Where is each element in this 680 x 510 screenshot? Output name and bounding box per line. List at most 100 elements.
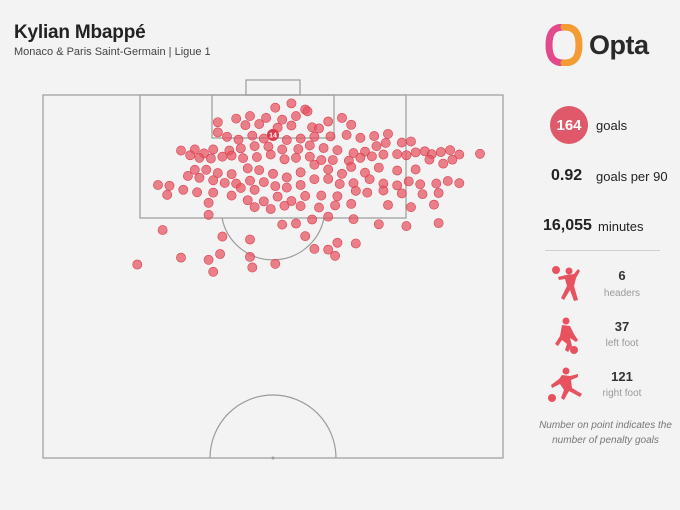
goal-point xyxy=(254,165,265,176)
headers-label: headers xyxy=(603,288,641,299)
goal-point xyxy=(226,190,237,201)
goal-point xyxy=(222,131,232,142)
goal-point xyxy=(212,117,223,128)
goal-point xyxy=(378,185,389,196)
goal-point xyxy=(203,254,214,265)
goal-point xyxy=(454,149,465,160)
goal-point xyxy=(429,199,439,210)
goal-point xyxy=(176,145,186,156)
goal-point xyxy=(185,150,196,161)
goal-point xyxy=(258,196,269,207)
goal-point xyxy=(327,155,338,165)
goal-point xyxy=(203,209,214,220)
goal-point xyxy=(346,198,357,209)
goal-point xyxy=(323,164,334,175)
goal-point xyxy=(350,185,361,196)
goal-point xyxy=(309,244,320,254)
shot-map: 14 xyxy=(42,79,504,460)
goal-point xyxy=(431,178,442,189)
goal-point xyxy=(364,174,375,185)
goal-point xyxy=(249,141,260,152)
goal-point xyxy=(251,152,262,162)
page-title: Kylian Mbappé xyxy=(14,22,146,43)
goal-point xyxy=(348,214,359,225)
goal-point xyxy=(318,143,329,153)
opta-logo-text: Opta xyxy=(589,29,649,60)
goal-point xyxy=(302,106,313,117)
goal-point xyxy=(208,144,219,155)
goal-point xyxy=(417,189,428,199)
goal-point xyxy=(330,200,340,211)
goal-point xyxy=(245,111,255,121)
penalty-goal-count: 14 xyxy=(269,132,277,139)
right-foot-value: 121 xyxy=(611,369,633,384)
goal-point xyxy=(373,219,384,230)
goal-point xyxy=(415,179,426,190)
goal-point xyxy=(233,134,244,145)
goal-point xyxy=(341,130,352,140)
goal-point xyxy=(176,252,186,263)
goal-point xyxy=(392,165,403,176)
goal-point xyxy=(475,148,485,159)
goal-point xyxy=(442,176,453,186)
goal-point xyxy=(325,131,336,142)
goal-point xyxy=(132,259,143,270)
goal-point xyxy=(268,168,278,179)
goal-point xyxy=(371,141,382,152)
goal-point xyxy=(212,168,223,178)
goal-point xyxy=(309,159,320,170)
goal-point xyxy=(300,191,311,201)
goal-point xyxy=(406,136,416,147)
goal-point xyxy=(304,151,315,162)
goal-point xyxy=(277,114,288,125)
goal-point xyxy=(433,218,444,229)
goal-point xyxy=(316,155,327,165)
goal-point xyxy=(383,200,393,210)
goal-point xyxy=(337,112,347,123)
goal-point xyxy=(366,151,377,162)
goal-point xyxy=(194,152,205,163)
goals-per-90-label: goals per 90 xyxy=(596,169,668,184)
opta-logo-icon xyxy=(545,24,583,66)
goal-point xyxy=(314,202,324,213)
goal-point xyxy=(281,135,292,145)
goal-point xyxy=(194,172,205,183)
page-subtitle: Monaco & Paris Saint-Germain | Ligue 1 xyxy=(14,46,211,58)
goal-point xyxy=(249,202,260,213)
goal-point xyxy=(454,178,465,189)
goal-point xyxy=(410,164,421,175)
goal-point xyxy=(433,188,444,198)
goals-label: goals xyxy=(596,118,628,133)
goal-point xyxy=(231,113,242,124)
goal-point xyxy=(235,183,246,193)
goals-badge: 164 xyxy=(550,106,588,144)
goal-point xyxy=(435,147,446,157)
goal-point xyxy=(291,111,301,121)
goal-point xyxy=(277,144,288,155)
goal-point xyxy=(309,131,320,142)
goal-point xyxy=(189,164,200,175)
goal-point xyxy=(346,119,357,130)
goal-point xyxy=(217,151,228,162)
goal-point xyxy=(291,152,301,163)
goal-point xyxy=(355,132,366,143)
pitch-outline xyxy=(42,94,504,459)
goal-point xyxy=(348,148,359,158)
goal xyxy=(245,79,301,96)
goal-point xyxy=(242,163,253,174)
goal-point xyxy=(291,218,301,229)
goal-point xyxy=(401,221,412,231)
goal-point xyxy=(162,189,173,200)
right-foot-label: right foot xyxy=(602,388,642,399)
opta-logo: Opta xyxy=(545,24,649,66)
stats-divider xyxy=(545,250,660,251)
goal-point xyxy=(332,145,343,156)
headers-value: 6 xyxy=(618,268,626,283)
goal-point xyxy=(272,191,283,202)
centre-spot xyxy=(271,456,275,460)
goal-point xyxy=(245,175,255,186)
goal-point xyxy=(235,143,246,154)
goal-point xyxy=(332,237,343,248)
goal-point xyxy=(350,238,361,249)
goal-point xyxy=(245,251,255,262)
